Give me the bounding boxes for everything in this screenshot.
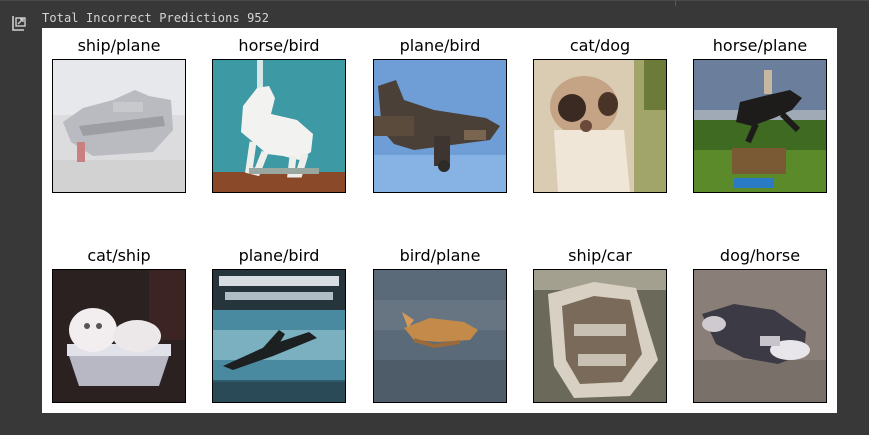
dog-lying-image bbox=[693, 269, 827, 403]
boat-image bbox=[533, 269, 667, 403]
prediction-label: plane/bird bbox=[238, 246, 320, 265]
top-rule bbox=[0, 0, 869, 1]
output-redirect-icon[interactable] bbox=[10, 14, 28, 32]
cat-in-tub-image bbox=[52, 269, 186, 403]
prediction-label: ship/plane bbox=[77, 36, 161, 55]
prediction-label: dog/horse bbox=[719, 246, 801, 265]
ship-image bbox=[52, 59, 186, 193]
horse-image bbox=[212, 59, 346, 193]
prediction-label: bird/plane bbox=[399, 246, 481, 265]
cat-image bbox=[533, 59, 667, 193]
prediction-label: cat/dog bbox=[569, 36, 631, 55]
output-text: Total Incorrect Predictions 952 bbox=[42, 11, 270, 25]
plane-poster-image bbox=[212, 269, 346, 403]
toolbar-divider bbox=[675, 0, 676, 6]
prediction-label: ship/car bbox=[568, 246, 632, 265]
horse-jump-image bbox=[693, 59, 827, 193]
plane-image bbox=[373, 59, 507, 193]
misprediction-figure: ship/plane horse/bird bbox=[42, 28, 837, 413]
prediction-label: horse/bird bbox=[238, 36, 320, 55]
prediction-label: cat/ship bbox=[87, 246, 151, 265]
prediction-label: plane/bird bbox=[399, 36, 481, 55]
prediction-label: horse/plane bbox=[712, 36, 808, 55]
bird-in-water-image bbox=[373, 269, 507, 403]
